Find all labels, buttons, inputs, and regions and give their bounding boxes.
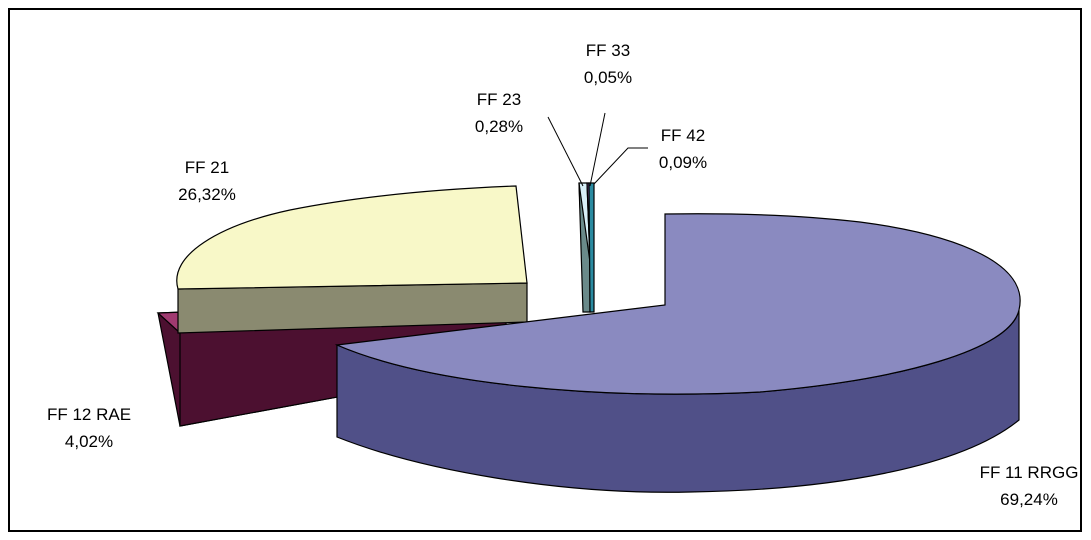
- label-ff12-name: FF 12 RAE: [47, 405, 131, 424]
- label-ff12-value: 4,02%: [65, 432, 113, 451]
- label-ff33-name: FF 33: [586, 41, 630, 60]
- label-ff42-value: 0,09%: [659, 153, 707, 172]
- leader-line-ff33: [589, 112, 606, 187]
- label-ff33-value: 0,05%: [584, 68, 632, 87]
- pie-slice-ff21: [176, 185, 528, 334]
- leader-line-ff42: [593, 147, 648, 185]
- pie-slice-ff21-top: [176, 185, 528, 290]
- label-ff42-name: FF 42: [661, 126, 705, 145]
- pie-slice-ff11-rrgg: [334, 213, 1021, 493]
- label-ff11-name: FF 11 RRGG: [980, 463, 1079, 482]
- pie-slice-ff42-top: [588, 182, 595, 313]
- label-ff21-name: FF 21: [185, 158, 229, 177]
- leader-line-ff23: [547, 116, 584, 187]
- pie-slice-ff11-top: [334, 213, 1021, 395]
- label-ff21-value: 26,32%: [178, 185, 236, 204]
- label-ff11-value: 69,24%: [1000, 490, 1058, 509]
- label-ff23-value: 0,28%: [475, 117, 523, 136]
- pie-slice-ff42: [588, 182, 595, 313]
- chart-frame: [8, 8, 1082, 532]
- label-ff23-name: FF 23: [477, 90, 521, 109]
